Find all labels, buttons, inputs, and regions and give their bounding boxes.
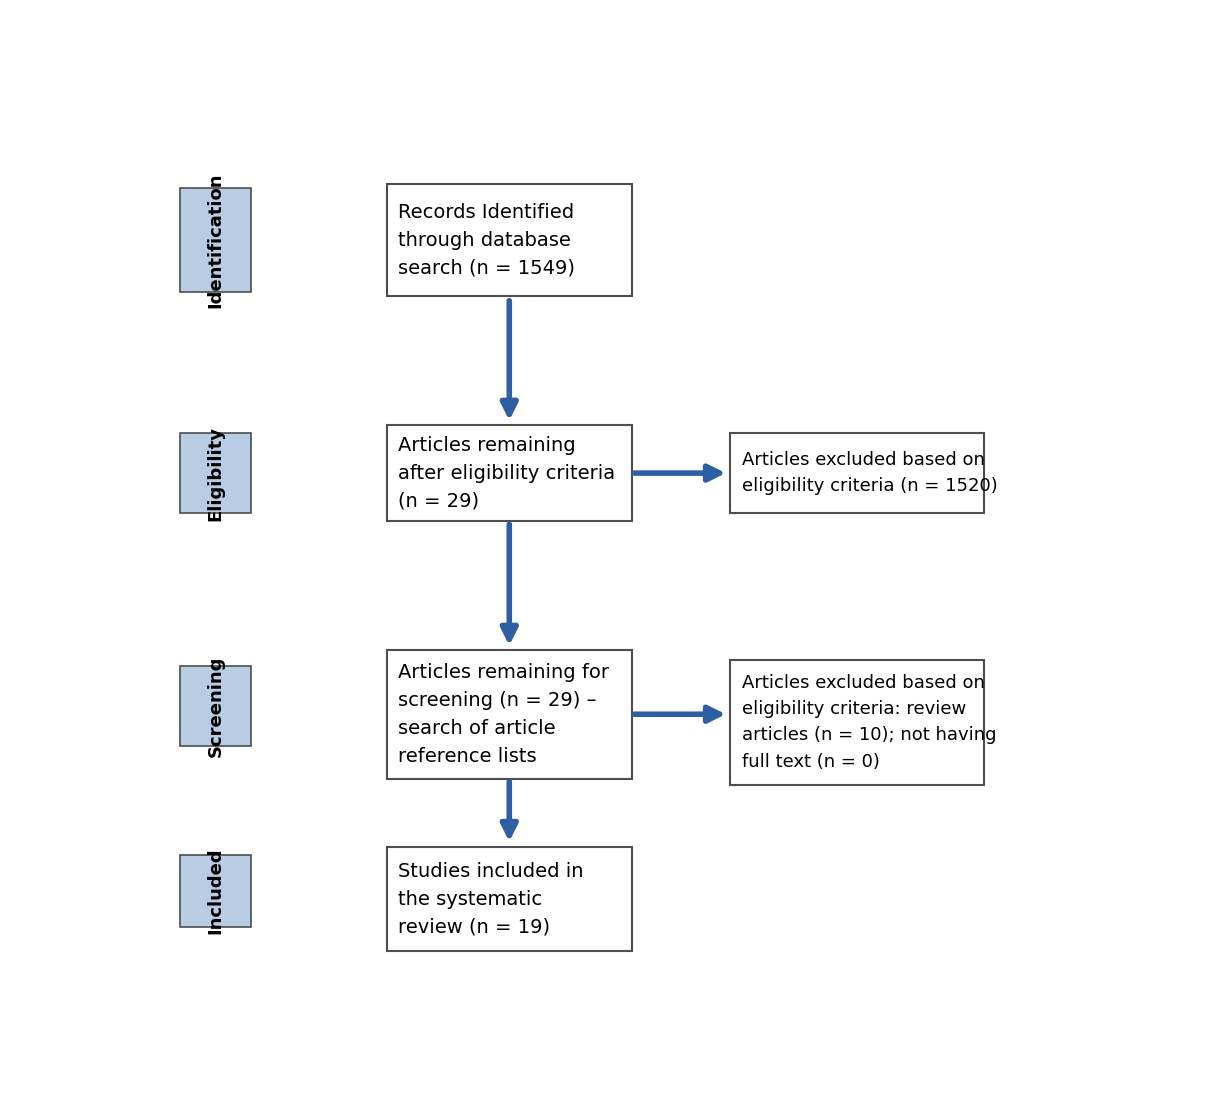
FancyBboxPatch shape (387, 425, 631, 522)
Text: Screening: Screening (206, 655, 225, 757)
Text: Studies included in
the systematic
review (n = 19): Studies included in the systematic revie… (398, 861, 584, 937)
FancyBboxPatch shape (180, 187, 250, 293)
FancyBboxPatch shape (180, 433, 250, 513)
FancyBboxPatch shape (387, 847, 631, 951)
FancyBboxPatch shape (731, 433, 985, 513)
Text: Records Identified
through database
search (n = 1549): Records Identified through database sear… (398, 203, 575, 277)
Text: Identification: Identification (206, 172, 225, 308)
FancyBboxPatch shape (387, 184, 631, 296)
Text: Articles excluded based on
eligibility criteria (n = 1520): Articles excluded based on eligibility c… (742, 450, 998, 495)
Text: Articles excluded based on
eligibility criteria: review
articles (n = 10); not h: Articles excluded based on eligibility c… (742, 674, 997, 770)
Text: Eligibility: Eligibility (206, 425, 225, 521)
FancyBboxPatch shape (180, 666, 250, 746)
FancyBboxPatch shape (180, 855, 250, 927)
Text: Articles remaining
after eligibility criteria
(n = 29): Articles remaining after eligibility cri… (398, 435, 615, 511)
Text: Articles remaining for
screening (n = 29) –
search of article
reference lists: Articles remaining for screening (n = 29… (398, 663, 609, 766)
Text: Included: Included (206, 847, 225, 935)
FancyBboxPatch shape (731, 660, 985, 785)
FancyBboxPatch shape (387, 650, 631, 778)
